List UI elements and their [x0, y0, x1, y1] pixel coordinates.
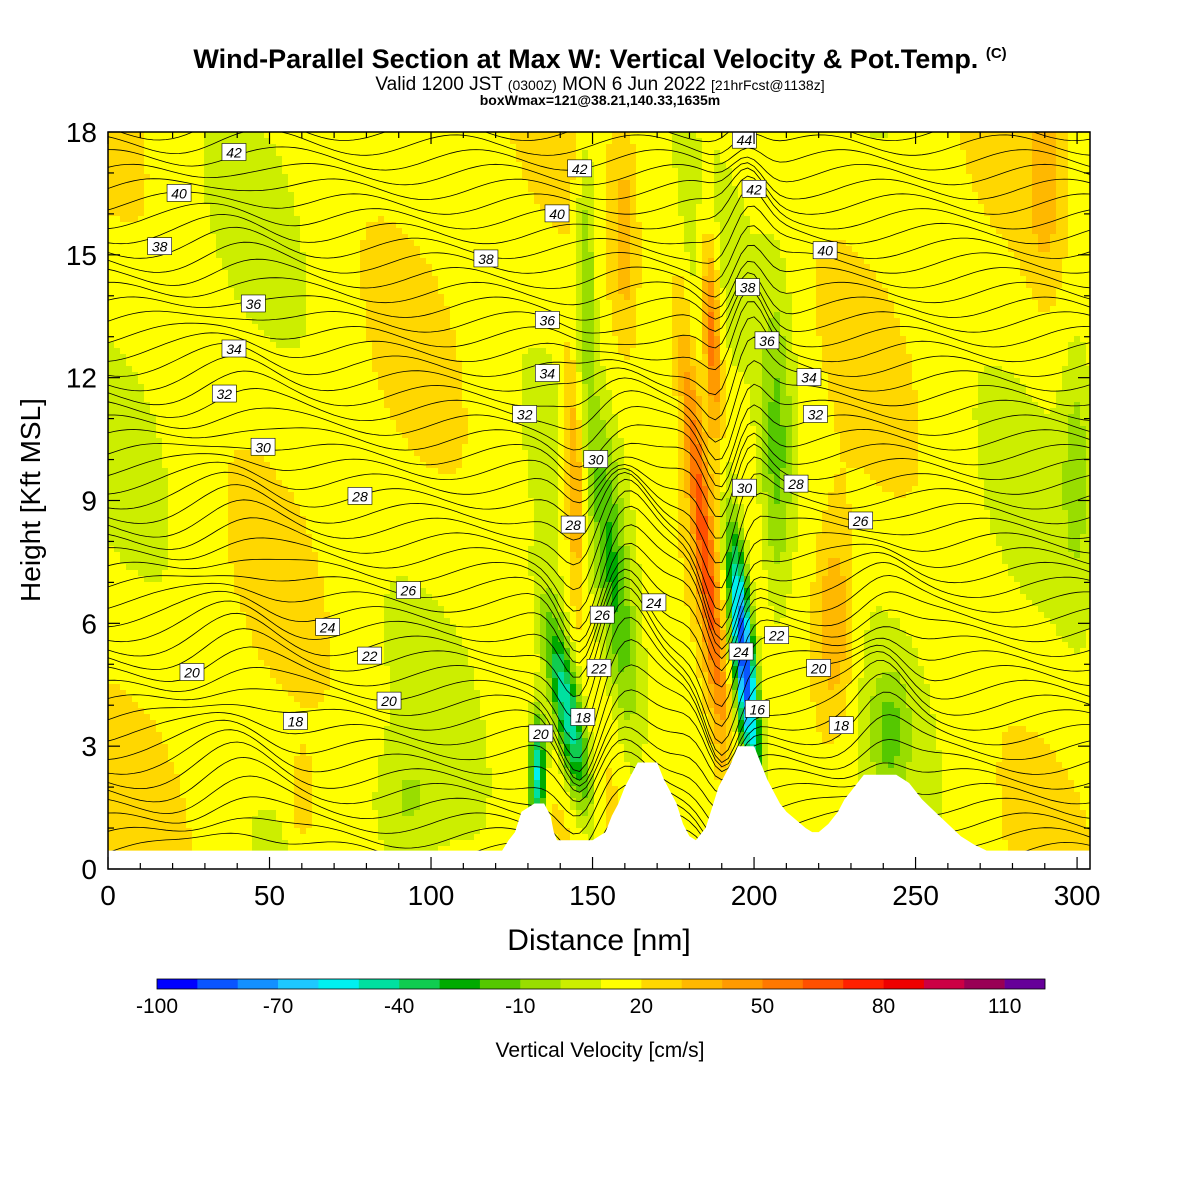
theta-label: 40 — [544, 204, 570, 223]
theta-label: 40 — [812, 241, 838, 260]
theta-label: 28 — [347, 487, 373, 505]
colorbar-swatch — [157, 979, 198, 989]
colorbar-label: Vertical Velocity [cm/s] — [496, 1039, 705, 1062]
theta-label: 16 — [744, 700, 770, 718]
colorbar-swatch — [439, 979, 481, 989]
theta-label: 32 — [211, 384, 237, 403]
theta-label: 20 — [528, 724, 554, 743]
colorbar-swatch — [843, 979, 884, 989]
theta-label: 26 — [848, 511, 873, 530]
colorbar-tick-label: -10 — [505, 995, 535, 1018]
colorbar: -100 -70 -40 -10 20 50 80 110 — [136, 978, 1046, 1018]
colorbar-tick-label: 20 — [630, 995, 653, 1018]
theta-label: 24 — [728, 642, 754, 661]
chart-subtitle: Valid 1200 JST (0300Z) MON 6 Jun 2022 [2… — [0, 74, 1200, 96]
theta-label: 18 — [283, 712, 308, 730]
theta-label: 36 — [535, 311, 560, 329]
theta-label: 44 — [732, 132, 757, 149]
chart-title: Wind-Parallel Section at Max W: Vertical… — [0, 44, 1200, 75]
y-axis-label: Height [Kft MSL] — [15, 398, 46, 602]
theta-label: 18 — [570, 708, 596, 726]
x-axis-label: Distance [nm] — [507, 924, 690, 957]
theta-label: 26 — [589, 605, 615, 624]
colorbar-tick-label: -40 — [384, 995, 414, 1018]
colorbar-swatch — [237, 979, 279, 989]
colorbar-swatch — [278, 979, 319, 989]
theta-label: 30 — [583, 450, 609, 468]
colorbar-swatch — [197, 979, 239, 989]
x-tick-label: 250 — [892, 880, 939, 911]
terrain — [108, 746, 1090, 869]
x-tick-label: 0 — [100, 880, 116, 911]
theta-labels: 42 40 38 36 34 32 30 28 26 24 22 20 20 18 42 40 38 36 34 32… — [147, 132, 873, 743]
colorbar-swatch — [358, 979, 400, 989]
colorbar-swatch — [641, 979, 683, 989]
colorbar-swatch — [762, 979, 804, 989]
theta-contours — [108, 132, 1090, 869]
theta-label: 20 — [806, 659, 831, 677]
colorbar-swatch — [479, 979, 521, 989]
theta-label: 42 — [221, 143, 247, 161]
colorbar-tick-label: -100 — [136, 995, 178, 1018]
theta-label: 24 — [641, 593, 667, 612]
y-tick-label: 6 — [81, 608, 97, 639]
colorbar-tick-label: 80 — [872, 995, 895, 1018]
colorbar-swatch — [399, 979, 440, 989]
colorbar-tick-label: 110 — [988, 995, 1021, 1018]
colorbar-swatch — [722, 979, 763, 989]
theta-label: 42 — [741, 180, 767, 198]
theta-label: 30 — [250, 437, 276, 456]
colorbar-swatch — [923, 979, 965, 989]
theta-label: 32 — [803, 405, 828, 423]
x-tick-label: 200 — [731, 880, 778, 911]
velocity-field — [108, 132, 1090, 869]
theta-label: 38 — [147, 237, 172, 255]
theta-label: 38 — [473, 249, 499, 268]
chart-subtitle-2: boxWmax=121@38.21,140.33,1635m — [0, 92, 1200, 108]
colorbar-swatch — [318, 979, 360, 989]
y-tick-label: 3 — [81, 731, 97, 762]
colorbar-swatch — [560, 979, 602, 989]
colorbar-swatch — [1004, 979, 1046, 989]
theta-label: 40 — [166, 184, 192, 202]
theta-label: 32 — [512, 405, 538, 423]
y-tick-label: 0 — [81, 854, 97, 885]
theta-label: 24 — [315, 618, 340, 636]
y-tick-label: 12 — [66, 363, 97, 394]
theta-label: 26 — [396, 581, 421, 599]
theta-label: 34 — [221, 339, 247, 358]
colorbar-tick-label: -70 — [263, 995, 293, 1018]
colorbar-swatch — [520, 979, 561, 989]
theta-label: 20 — [179, 663, 205, 681]
theta-label: 22 — [357, 646, 382, 665]
theta-label: 34 — [535, 364, 560, 382]
theta-label: 36 — [754, 331, 780, 350]
theta-label: 38 — [735, 278, 760, 296]
x-tick-label: 300 — [1054, 880, 1101, 911]
theta-label: 34 — [796, 368, 822, 386]
x-tick-label: 100 — [408, 880, 455, 911]
colorbar-swatch — [681, 979, 723, 989]
theta-label: 30 — [732, 478, 757, 497]
theta-label: 22 — [764, 626, 789, 644]
theta-label: 18 — [828, 716, 854, 734]
theta-label: 42 — [567, 159, 592, 178]
y-tick-label: 15 — [66, 240, 97, 271]
theta-label: 22 — [586, 659, 612, 677]
y-tick-label: 18 — [66, 117, 97, 148]
theta-label: 28 — [783, 474, 809, 493]
colorbar-swatch — [964, 979, 1005, 989]
colorbar-swatch — [601, 979, 642, 989]
theta-label: 20 — [376, 691, 402, 710]
colorbar-tick-label: 50 — [751, 995, 774, 1018]
x-tick-label: 150 — [569, 880, 616, 911]
theta-label: 36 — [241, 294, 266, 313]
y-tick-label: 9 — [81, 486, 97, 517]
x-tick-label: 50 — [254, 880, 285, 911]
colorbar-swatch — [802, 979, 844, 989]
colorbar-swatch — [883, 979, 925, 989]
theta-label: 28 — [560, 515, 586, 534]
